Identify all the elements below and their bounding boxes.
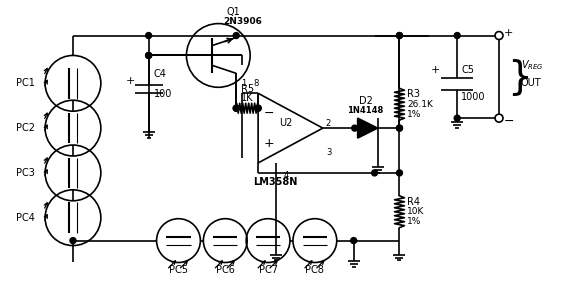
- Text: −: −: [264, 107, 274, 120]
- Text: PC6: PC6: [216, 265, 235, 275]
- Circle shape: [396, 32, 403, 38]
- Text: }: }: [507, 58, 532, 96]
- Text: R3: R3: [408, 89, 420, 99]
- Circle shape: [496, 115, 502, 121]
- Text: R4: R4: [408, 197, 420, 207]
- Circle shape: [371, 170, 378, 176]
- Text: +: +: [504, 28, 513, 38]
- Circle shape: [396, 125, 403, 131]
- Text: PC1: PC1: [16, 78, 35, 88]
- Text: 100: 100: [154, 89, 172, 99]
- Circle shape: [352, 125, 358, 131]
- Circle shape: [233, 105, 239, 111]
- Circle shape: [495, 114, 503, 122]
- Circle shape: [146, 52, 151, 58]
- Text: +: +: [264, 137, 275, 150]
- Text: PC7: PC7: [259, 265, 278, 275]
- Text: 1%: 1%: [408, 110, 422, 119]
- Text: 1000: 1000: [461, 92, 486, 102]
- Text: −: −: [504, 115, 514, 128]
- Text: 1%: 1%: [408, 217, 422, 226]
- Text: 10K: 10K: [408, 207, 425, 216]
- Text: 1: 1: [242, 79, 247, 88]
- Text: R5: R5: [240, 84, 253, 94]
- Text: 1N4148: 1N4148: [348, 106, 384, 115]
- Text: Q1: Q1: [226, 7, 240, 17]
- Circle shape: [454, 32, 460, 38]
- Circle shape: [396, 32, 403, 38]
- Circle shape: [146, 52, 151, 58]
- Circle shape: [496, 32, 502, 38]
- Circle shape: [70, 238, 76, 244]
- Circle shape: [233, 32, 239, 38]
- Circle shape: [255, 105, 261, 111]
- Text: PC5: PC5: [169, 265, 188, 275]
- Text: 4: 4: [284, 171, 289, 180]
- Circle shape: [255, 105, 261, 111]
- Text: U2: U2: [280, 118, 293, 128]
- Circle shape: [146, 32, 151, 38]
- Text: 3: 3: [326, 148, 331, 158]
- Text: PC3: PC3: [16, 168, 35, 178]
- Text: C5: C5: [461, 65, 474, 75]
- Text: C4: C4: [154, 69, 167, 79]
- Text: 2N3906: 2N3906: [223, 17, 262, 26]
- Circle shape: [396, 125, 403, 131]
- Circle shape: [351, 238, 357, 244]
- Circle shape: [233, 105, 239, 111]
- Text: 2: 2: [326, 119, 331, 128]
- Text: $V_{REG}$: $V_{REG}$: [521, 58, 544, 72]
- Text: OUT: OUT: [521, 78, 541, 88]
- Text: PC4: PC4: [16, 213, 35, 223]
- Text: D2: D2: [359, 96, 373, 106]
- Circle shape: [396, 170, 403, 176]
- Text: +: +: [126, 76, 136, 86]
- Text: PC8: PC8: [306, 265, 324, 275]
- Polygon shape: [358, 118, 378, 138]
- Circle shape: [454, 115, 460, 121]
- Text: PC2: PC2: [16, 123, 35, 133]
- Text: +: +: [430, 65, 440, 75]
- Text: 1K: 1K: [241, 93, 253, 103]
- Text: 8: 8: [253, 79, 259, 88]
- Circle shape: [495, 32, 503, 39]
- Text: LM358N: LM358N: [253, 177, 298, 187]
- Text: 26.1K: 26.1K: [408, 100, 433, 109]
